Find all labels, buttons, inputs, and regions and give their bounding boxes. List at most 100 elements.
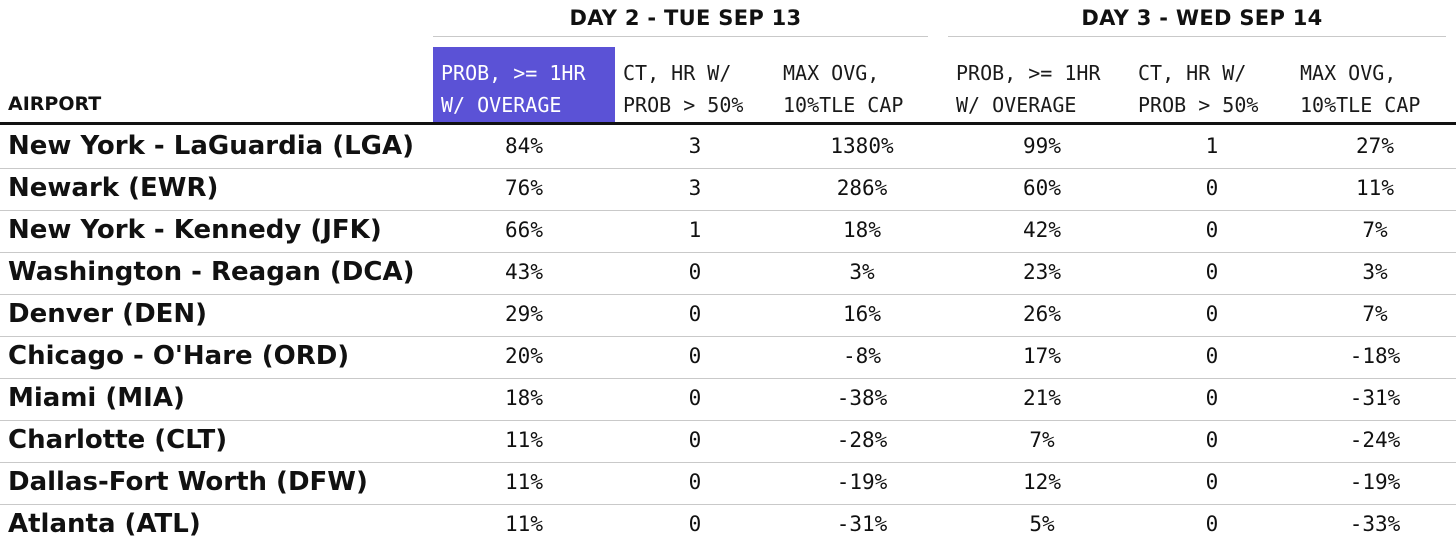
airport-name: Washington - Reagan (DCA) <box>8 257 415 287</box>
column-header: PROB, >= 1HR W/ OVERAGE <box>433 47 615 122</box>
data-cell: 20% <box>505 344 543 368</box>
row-separator <box>0 420 1456 421</box>
data-cell: 11% <box>1356 176 1394 200</box>
data-cell: 1380% <box>830 134 894 158</box>
group-divider-line <box>948 36 1446 37</box>
data-cell: 99% <box>1023 134 1061 158</box>
data-cell: 29% <box>505 302 543 326</box>
airport-name: Dallas-Fort Worth (DFW) <box>8 467 368 497</box>
column-header-line: 10%TLE CAP <box>783 93 904 117</box>
data-cell: 3% <box>849 260 875 284</box>
data-cell: -8% <box>843 344 881 368</box>
data-cell: 0 <box>688 428 702 452</box>
data-cell: 26% <box>1023 302 1061 326</box>
data-cell: -38% <box>836 386 888 410</box>
data-cell: 60% <box>1023 176 1061 200</box>
column-header-line: CT, HR W/ <box>623 61 732 85</box>
data-cell: 17% <box>1023 344 1061 368</box>
data-cell: 0 <box>1205 512 1219 536</box>
data-cell: 1 <box>688 218 702 242</box>
data-cell: 11% <box>505 470 543 494</box>
row-header-label: AIRPORT <box>8 93 102 115</box>
airport-name: Chicago - O'Hare (ORD) <box>8 341 350 371</box>
data-cell: 3% <box>1362 260 1388 284</box>
data-cell: 42% <box>1023 218 1061 242</box>
data-cell: 66% <box>505 218 543 242</box>
data-cell: 0 <box>688 470 702 494</box>
column-header-line: PROB > 50% <box>1138 93 1259 117</box>
data-cell: 0 <box>1205 428 1219 452</box>
data-cell: 3 <box>688 134 702 158</box>
row-separator <box>0 462 1456 463</box>
data-cell: 12% <box>1023 470 1061 494</box>
column-header: PROB, >= 1HR W/ OVERAGE <box>948 47 1130 122</box>
data-cell: 0 <box>1205 302 1219 326</box>
column-header-line: CT, HR W/ <box>1138 61 1247 85</box>
data-cell: 0 <box>1205 218 1219 242</box>
column-header: CT, HR W/PROB > 50% <box>1130 47 1292 122</box>
data-cell: -31% <box>836 512 888 536</box>
data-cell: 0 <box>688 386 702 410</box>
data-cell: 0 <box>688 260 702 284</box>
data-cell: 84% <box>505 134 543 158</box>
column-header-line: PROB, >= 1HR <box>956 61 1101 85</box>
row-separator <box>0 210 1456 211</box>
column-header: CT, HR W/PROB > 50% <box>615 47 775 122</box>
data-cell: 27% <box>1356 134 1394 158</box>
column-header-line: W/ OVERAGE <box>956 93 1077 117</box>
data-cell: 0 <box>1205 470 1219 494</box>
data-cell: 7% <box>1362 218 1388 242</box>
data-cell: -33% <box>1349 512 1401 536</box>
data-cell: 76% <box>505 176 543 200</box>
airport-name: Atlanta (ATL) <box>8 509 201 539</box>
data-cell: 0 <box>688 302 702 326</box>
group-divider-line <box>433 36 928 37</box>
data-cell: 11% <box>505 428 543 452</box>
data-cell: -31% <box>1349 386 1401 410</box>
data-cell: 23% <box>1023 260 1061 284</box>
row-separator <box>0 504 1456 505</box>
data-cell: 0 <box>1205 176 1219 200</box>
group-title: DAY 2 - TUE SEP 13 <box>569 6 802 30</box>
data-cell: 0 <box>688 512 702 536</box>
row-separator <box>0 168 1456 169</box>
data-cell: -19% <box>836 470 888 494</box>
data-cell: 18% <box>843 218 881 242</box>
column-header-line: 10%TLE CAP <box>1300 93 1421 117</box>
data-cell: -19% <box>1349 470 1401 494</box>
data-cell: 16% <box>843 302 881 326</box>
data-cell: 21% <box>1023 386 1061 410</box>
column-header-line: PROB > 50% <box>623 93 744 117</box>
data-cell: 0 <box>688 344 702 368</box>
column-header-line: MAX OVG, <box>783 61 880 85</box>
airport-name: New York - LaGuardia (LGA) <box>8 131 415 161</box>
data-cell: 3 <box>688 176 702 200</box>
airport-name: Charlotte (CLT) <box>8 425 228 455</box>
airport-name: Newark (EWR) <box>8 173 219 203</box>
data-cell: 286% <box>836 176 888 200</box>
data-cell: -18% <box>1349 344 1401 368</box>
airport-name: New York - Kennedy (JFK) <box>8 215 382 245</box>
column-header-line: MAX OVG, <box>1300 61 1397 85</box>
data-cell: 0 <box>1205 386 1219 410</box>
row-separator <box>0 294 1456 295</box>
column-header-line: W/ OVERAGE <box>441 93 562 117</box>
data-cell: 5% <box>1029 512 1055 536</box>
row-separator <box>0 378 1456 379</box>
data-cell: -24% <box>1349 428 1401 452</box>
data-cell: 0 <box>1205 344 1219 368</box>
row-separator <box>0 336 1456 337</box>
column-header-line: PROB, >= 1HR <box>441 61 586 85</box>
data-cell: 18% <box>505 386 543 410</box>
data-cell: 7% <box>1362 302 1388 326</box>
column-header: MAX OVG, 10%TLE CAP <box>1292 47 1456 122</box>
row-separator <box>0 252 1456 253</box>
header-rule <box>0 122 1456 125</box>
column-header: MAX OVG, 10%TLE CAP <box>775 47 948 122</box>
data-cell: 43% <box>505 260 543 284</box>
data-cell: 11% <box>505 512 543 536</box>
airport-name: Miami (MIA) <box>8 383 185 413</box>
data-cell: 1 <box>1205 134 1219 158</box>
data-cell: -28% <box>836 428 888 452</box>
